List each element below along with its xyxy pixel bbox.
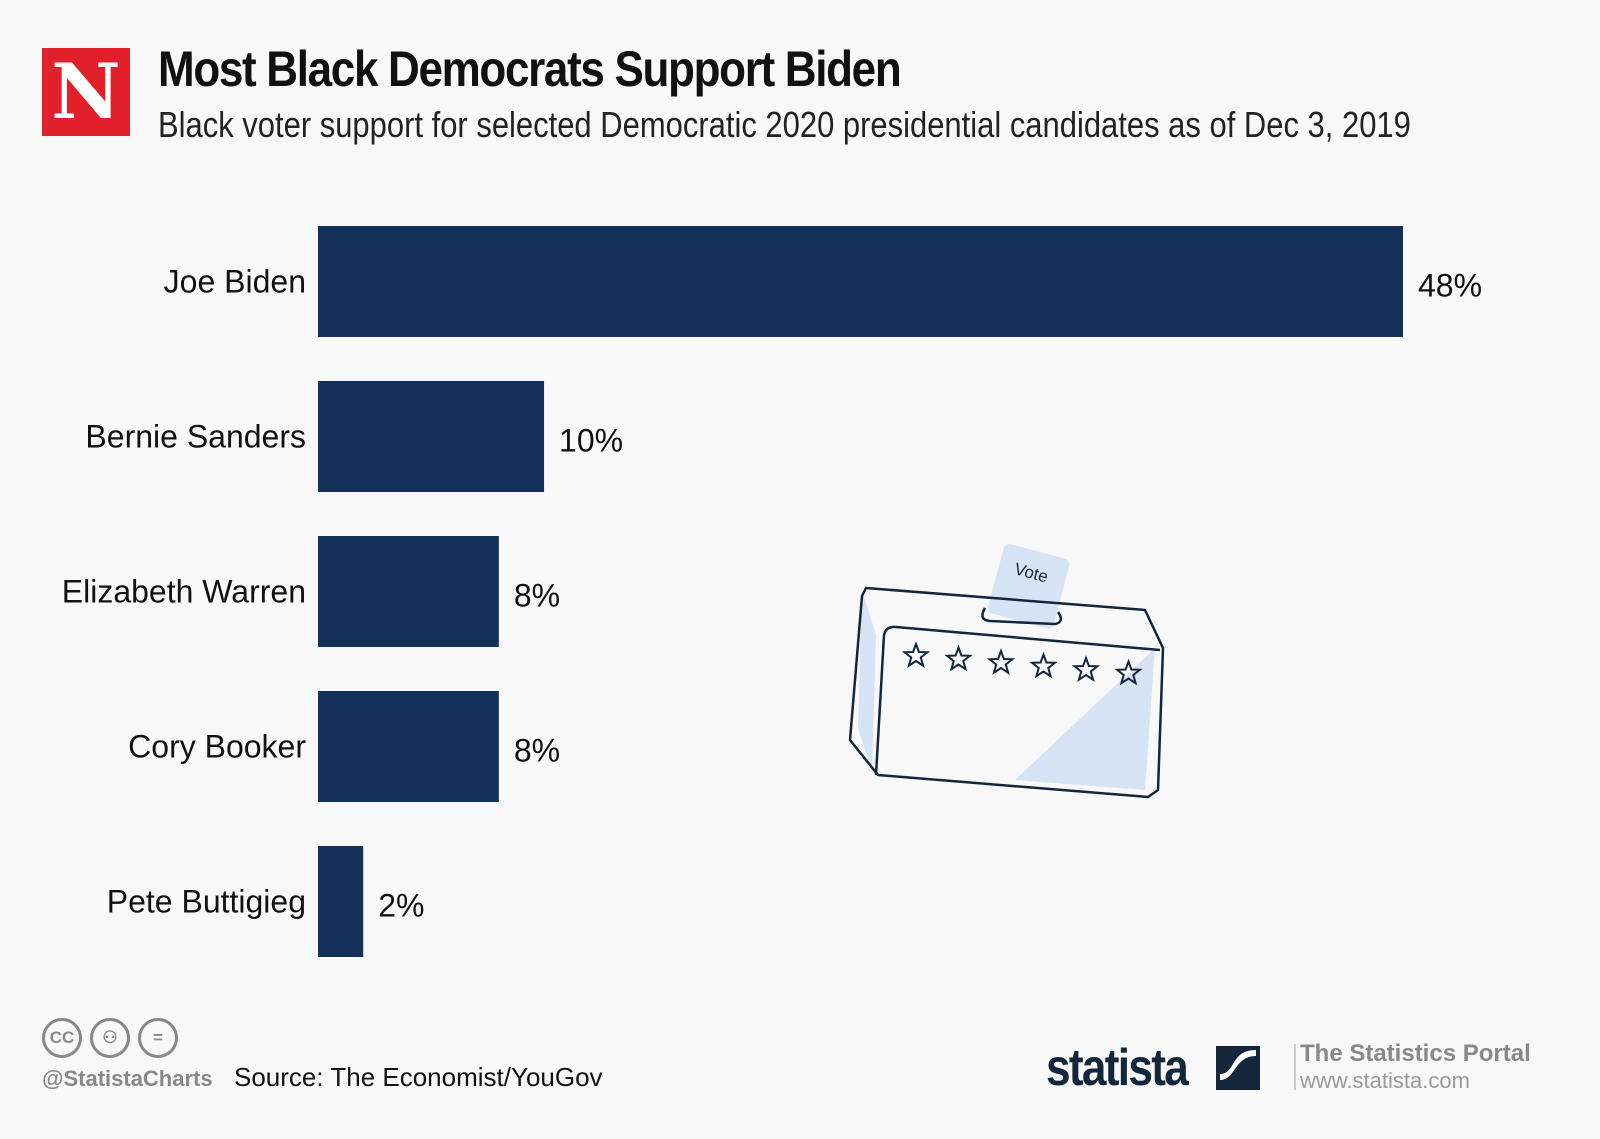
value-label: 2%: [378, 888, 424, 924]
value-label: 10%: [559, 423, 623, 459]
cc-icon: CC: [42, 1018, 82, 1058]
chart-title: Most Black Democrats Support Biden: [158, 41, 902, 97]
category-label: Elizabeth Warren: [62, 574, 306, 610]
statistics-portal-label: The Statistics Portal: [1300, 1040, 1531, 1067]
star-icon: [1071, 655, 1101, 683]
category-label: Pete Buttigieg: [107, 884, 306, 920]
category-label: Joe Biden: [164, 264, 306, 300]
ballot-box-illustration: Vote: [848, 544, 1165, 799]
star-icon: [1029, 651, 1058, 679]
star-icon: [986, 648, 1016, 676]
value-label: 8%: [514, 578, 560, 614]
bar-chart: Joe Biden 48% Bernie Sanders 10% Elizabeth W…: [62, 226, 1482, 957]
star-icon: [944, 644, 973, 672]
star-icon: [901, 641, 931, 669]
license-icons: CC ⚇ =: [42, 1018, 178, 1058]
no-derivatives-icon: =: [138, 1018, 178, 1058]
star-icon: [1114, 658, 1143, 686]
bar-1: [318, 381, 545, 492]
value-label: 48%: [1418, 268, 1482, 304]
statista-handle: @StatistaCharts: [42, 1066, 213, 1091]
value-label: 8%: [514, 733, 560, 769]
bar-3: [318, 691, 499, 802]
bar-4: [318, 846, 364, 957]
footer-divider: [1294, 1044, 1296, 1090]
newsweek-logo: N: [42, 48, 130, 136]
statista-url: www.statista.com: [1300, 1068, 1470, 1093]
statista-logo-icon: [1216, 1046, 1260, 1090]
bar-0: [318, 226, 1403, 337]
category-label: Bernie Sanders: [85, 419, 306, 455]
statista-logo-text: statista: [1046, 1039, 1189, 1097]
chart-subtitle: Black voter support for selected Democra…: [158, 104, 1411, 145]
bar-2: [318, 536, 499, 647]
source-note: Source: The Economist/YouGov: [234, 1062, 603, 1092]
attribution-icon: ⚇: [90, 1018, 130, 1058]
category-label: Cory Booker: [128, 729, 306, 765]
